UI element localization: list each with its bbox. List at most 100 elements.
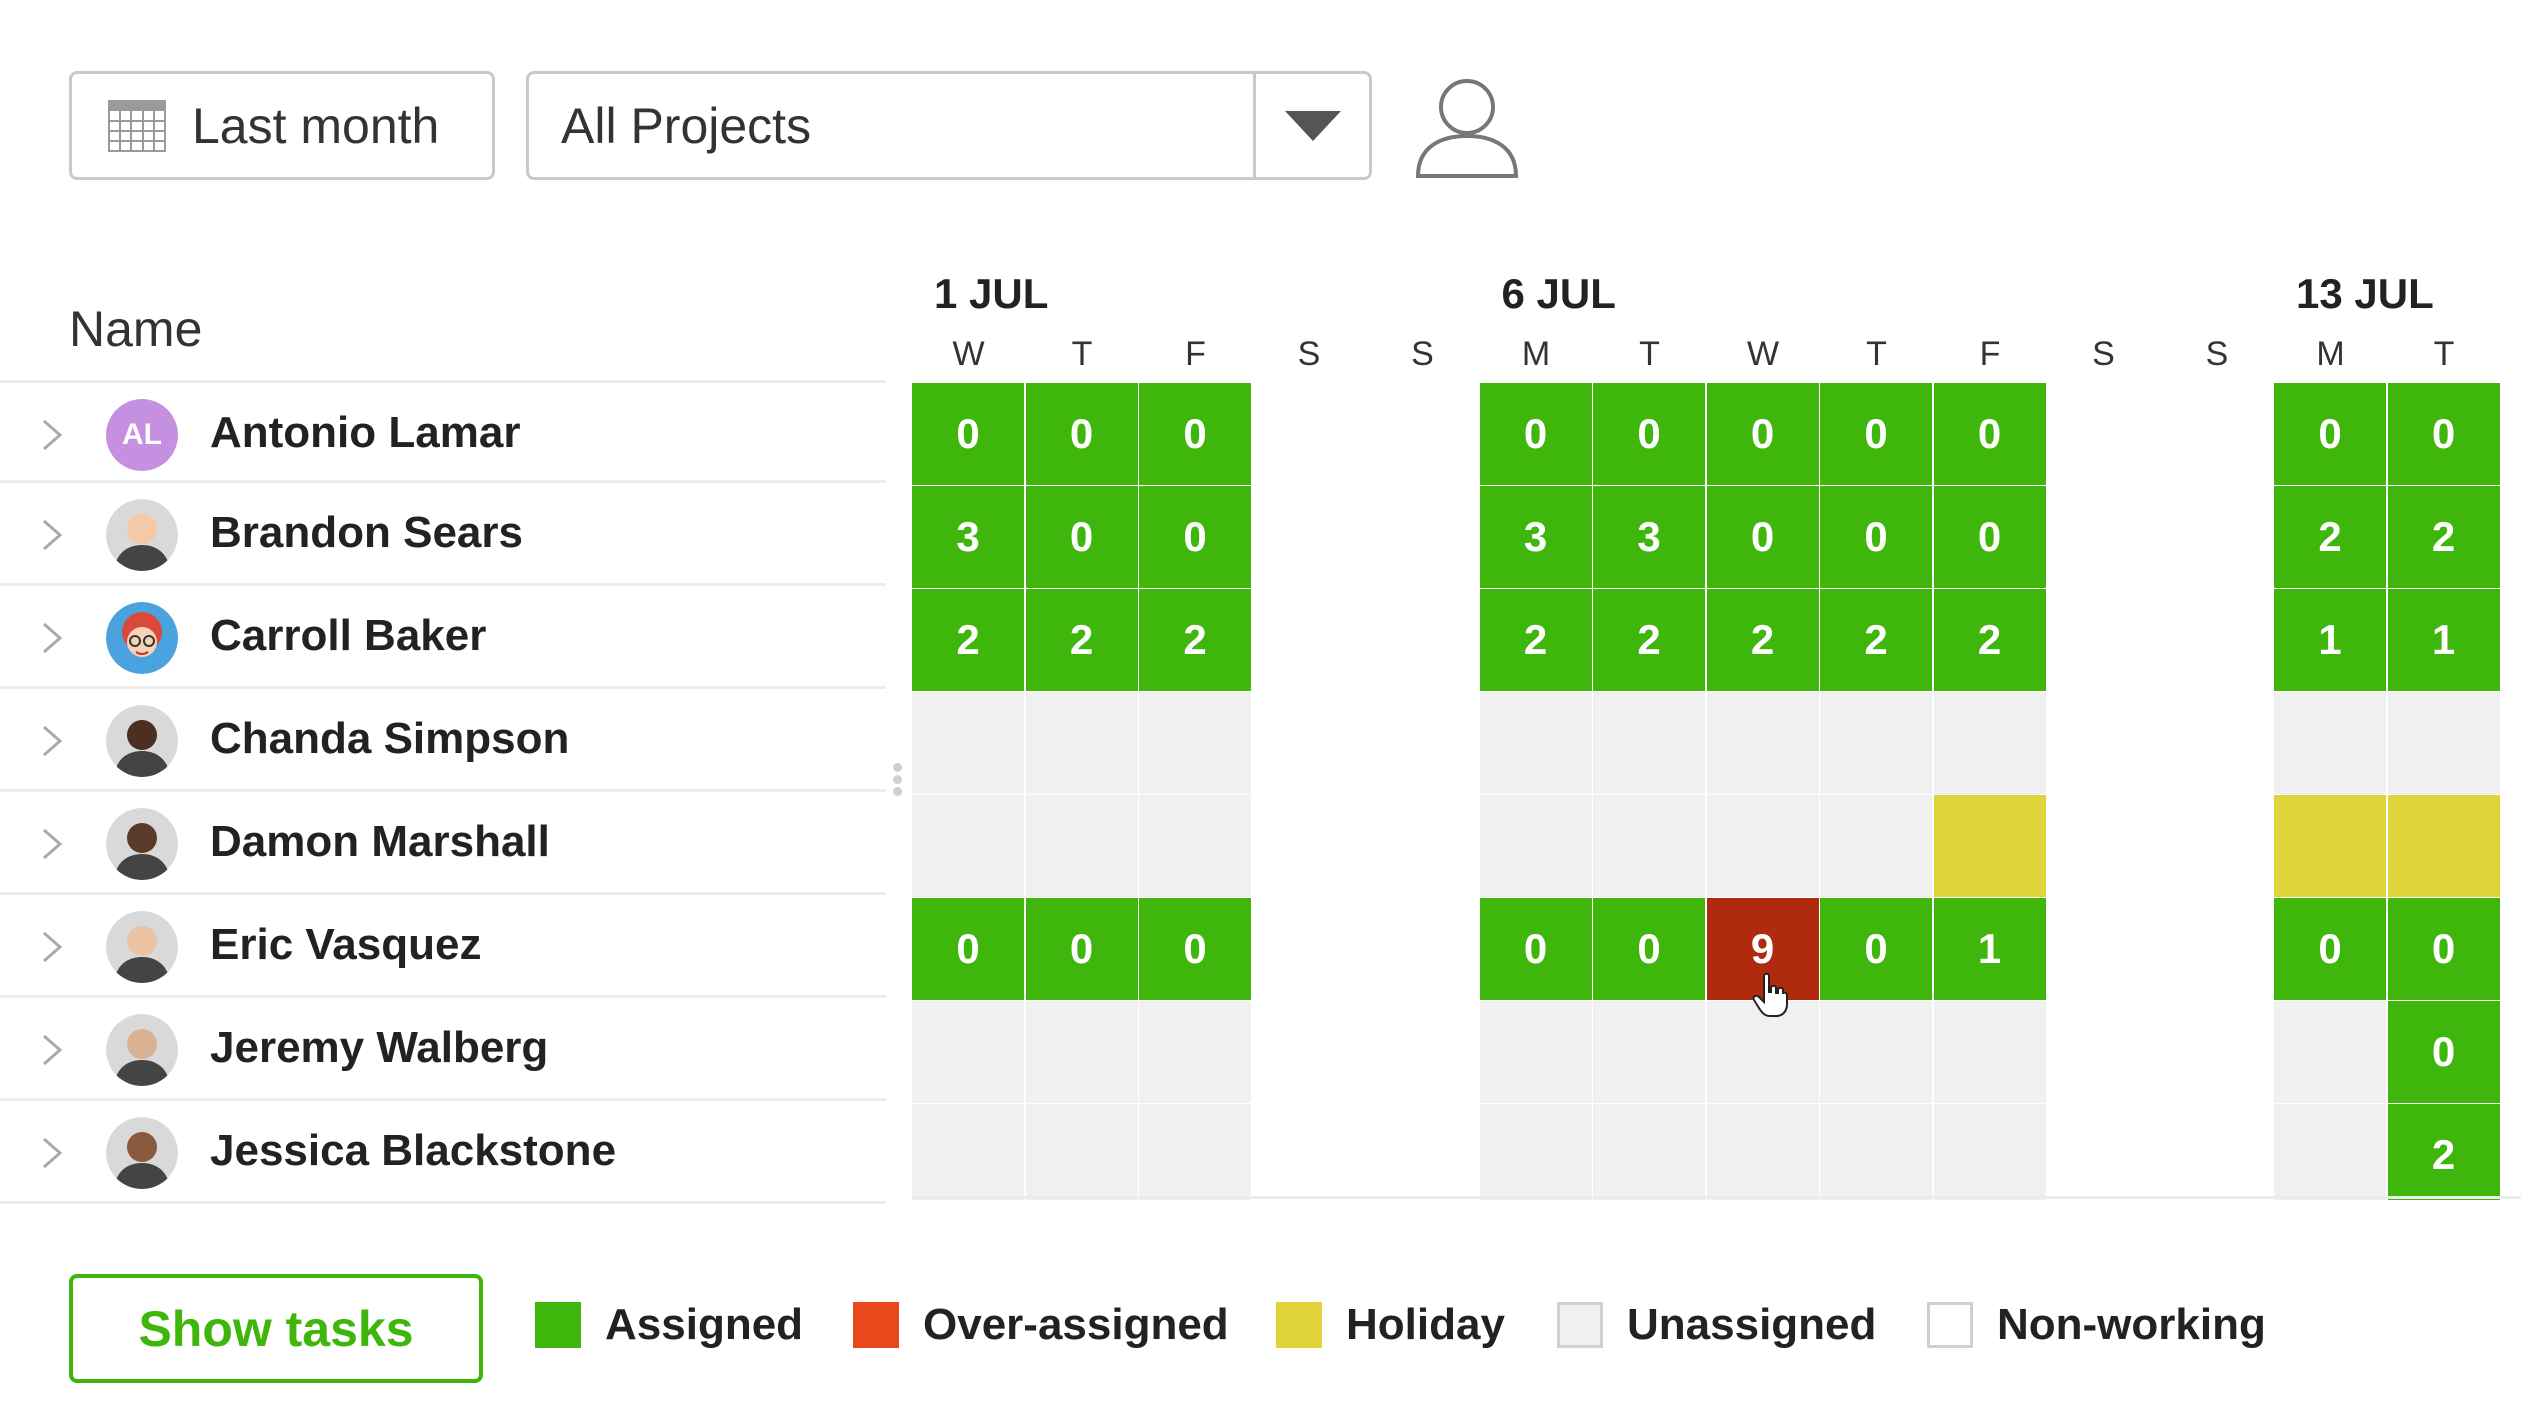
- workload-cell-unassigned[interactable]: [1706, 692, 1819, 794]
- workload-cell-assigned[interactable]: 2: [1025, 589, 1138, 691]
- workload-cell-unassigned[interactable]: [1593, 1001, 1705, 1103]
- workload-cell-assigned[interactable]: 2: [1593, 589, 1705, 691]
- expand-chevron-icon[interactable]: [38, 517, 66, 553]
- workload-cell-assigned[interactable]: 0: [1933, 383, 2046, 485]
- workload-cell-assigned[interactable]: 2: [2387, 486, 2500, 588]
- workload-cell-unassigned[interactable]: [1820, 692, 1932, 794]
- workload-cell-assigned[interactable]: 2: [2387, 1104, 2500, 1200]
- workload-cell-assigned[interactable]: 1: [1933, 898, 2046, 1000]
- workload-cell-assigned[interactable]: 0: [1139, 486, 1251, 588]
- project-select[interactable]: All Projects: [526, 71, 1372, 180]
- workload-cell-unassigned[interactable]: [1479, 1001, 1592, 1103]
- workload-cell-assigned[interactable]: 0: [2274, 898, 2386, 1000]
- expand-chevron-icon[interactable]: [38, 1032, 66, 1068]
- workload-cell-assigned[interactable]: 0: [1706, 486, 1819, 588]
- workload-cell-unassigned[interactable]: [1139, 1104, 1251, 1200]
- workload-cell-assigned[interactable]: 3: [912, 486, 1024, 588]
- workload-cell-assigned[interactable]: 0: [2274, 383, 2386, 485]
- resource-row-damon-marshall[interactable]: Damon Marshall: [0, 792, 886, 895]
- expand-chevron-icon[interactable]: [38, 1135, 66, 1171]
- workload-cell-unassigned[interactable]: [1933, 1104, 2046, 1200]
- workload-cell-unassigned[interactable]: [912, 795, 1024, 897]
- resource-row-antonio-lamar[interactable]: AL Antonio Lamar: [0, 380, 886, 483]
- workload-cell-unassigned[interactable]: [1479, 1104, 1592, 1200]
- workload-cell-unassigned[interactable]: [912, 692, 1024, 794]
- workload-cell-unassigned[interactable]: [1139, 795, 1251, 897]
- user-filter-icon[interactable]: [1412, 72, 1522, 180]
- workload-cell-assigned[interactable]: 0: [1593, 898, 1705, 1000]
- column-splitter[interactable]: [890, 760, 904, 810]
- workload-cell-assigned[interactable]: 0: [1139, 383, 1251, 485]
- workload-cell-assigned[interactable]: 1: [2274, 589, 2386, 691]
- workload-cell-assigned[interactable]: 2: [2274, 486, 2386, 588]
- workload-cell-assigned[interactable]: 0: [2387, 1001, 2500, 1103]
- expand-chevron-icon[interactable]: [38, 826, 66, 862]
- workload-cell-assigned[interactable]: 2: [1139, 589, 1251, 691]
- workload-cell-unassigned[interactable]: [1025, 1001, 1138, 1103]
- workload-cell-unassigned[interactable]: [1479, 795, 1592, 897]
- workload-cell-assigned[interactable]: 1: [2387, 589, 2500, 691]
- workload-cell-unassigned[interactable]: [1820, 795, 1932, 897]
- workload-cell-assigned[interactable]: 2: [1706, 589, 1819, 691]
- workload-cell-unassigned[interactable]: [2387, 692, 2500, 794]
- workload-cell-unassigned[interactable]: [1933, 692, 2046, 794]
- workload-cell-assigned[interactable]: 0: [1025, 383, 1138, 485]
- workload-cell-over[interactable]: 9: [1706, 898, 1819, 1000]
- workload-cell-holiday[interactable]: [2274, 795, 2386, 897]
- workload-cell-unassigned[interactable]: [1479, 692, 1592, 794]
- date-range-button[interactable]: Last month: [69, 71, 495, 180]
- workload-cell-unassigned[interactable]: [2274, 1104, 2386, 1200]
- workload-cell-unassigned[interactable]: [1025, 1104, 1138, 1200]
- resource-row-carroll-baker[interactable]: Carroll Baker: [0, 586, 886, 689]
- workload-cell-assigned[interactable]: 3: [1479, 486, 1592, 588]
- workload-cell-unassigned[interactable]: [1933, 1001, 2046, 1103]
- project-select-toggle[interactable]: [1253, 74, 1369, 177]
- workload-cell-unassigned[interactable]: [1593, 1104, 1705, 1200]
- workload-cell-unassigned[interactable]: [1025, 795, 1138, 897]
- expand-chevron-icon[interactable]: [38, 620, 66, 656]
- workload-cell-assigned[interactable]: 0: [1933, 486, 2046, 588]
- workload-cell-holiday[interactable]: [2387, 795, 2500, 897]
- workload-cell-assigned[interactable]: 0: [1479, 898, 1592, 1000]
- workload-cell-assigned[interactable]: 0: [1479, 383, 1592, 485]
- workload-cell-unassigned[interactable]: [1820, 1104, 1932, 1200]
- expand-chevron-icon[interactable]: [38, 723, 66, 759]
- workload-cell-unassigned[interactable]: [912, 1104, 1024, 1200]
- workload-cell-assigned[interactable]: 0: [1025, 898, 1138, 1000]
- workload-cell-assigned[interactable]: 0: [1706, 383, 1819, 485]
- expand-chevron-icon[interactable]: [38, 417, 66, 453]
- resource-row-jeremy-walberg[interactable]: Jeremy Walberg: [0, 998, 886, 1101]
- workload-cell-assigned[interactable]: 0: [1820, 898, 1932, 1000]
- workload-cell-assigned[interactable]: 0: [912, 383, 1024, 485]
- resource-row-chanda-simpson[interactable]: Chanda Simpson: [0, 689, 886, 792]
- workload-cell-assigned[interactable]: 2: [912, 589, 1024, 691]
- workload-cell-unassigned[interactable]: [2274, 1001, 2386, 1103]
- workload-cell-assigned[interactable]: 0: [1139, 898, 1251, 1000]
- workload-cell-unassigned[interactable]: [912, 1001, 1024, 1103]
- workload-cell-assigned[interactable]: 2: [1820, 589, 1932, 691]
- workload-cell-assigned[interactable]: 0: [2387, 898, 2500, 1000]
- workload-cell-assigned[interactable]: 0: [912, 898, 1024, 1000]
- workload-cell-unassigned[interactable]: [1593, 795, 1705, 897]
- expand-chevron-icon[interactable]: [38, 929, 66, 965]
- workload-cell-unassigned[interactable]: [1706, 1104, 1819, 1200]
- workload-cell-assigned[interactable]: 0: [1593, 383, 1705, 485]
- workload-cell-assigned[interactable]: 0: [1025, 486, 1138, 588]
- workload-cell-unassigned[interactable]: [1706, 795, 1819, 897]
- workload-cell-unassigned[interactable]: [1139, 1001, 1251, 1103]
- workload-cell-unassigned[interactable]: [1593, 692, 1705, 794]
- workload-cell-holiday[interactable]: [1933, 795, 2046, 897]
- workload-cell-unassigned[interactable]: [1025, 692, 1138, 794]
- resource-row-brandon-sears[interactable]: Brandon Sears: [0, 483, 886, 586]
- workload-cell-assigned[interactable]: 2: [1933, 589, 2046, 691]
- workload-cell-assigned[interactable]: 0: [1820, 486, 1932, 588]
- resource-row-jessica-blackstone[interactable]: Jessica Blackstone: [0, 1101, 886, 1204]
- workload-cell-assigned[interactable]: 0: [1820, 383, 1932, 485]
- resource-row-eric-vasquez[interactable]: Eric Vasquez: [0, 895, 886, 998]
- workload-cell-unassigned[interactable]: [1820, 1001, 1932, 1103]
- workload-cell-assigned[interactable]: 0: [2387, 383, 2500, 485]
- workload-cell-unassigned[interactable]: [2274, 692, 2386, 794]
- show-tasks-button[interactable]: Show tasks: [69, 1274, 483, 1383]
- workload-cell-unassigned[interactable]: [1139, 692, 1251, 794]
- workload-cell-assigned[interactable]: 2: [1479, 589, 1592, 691]
